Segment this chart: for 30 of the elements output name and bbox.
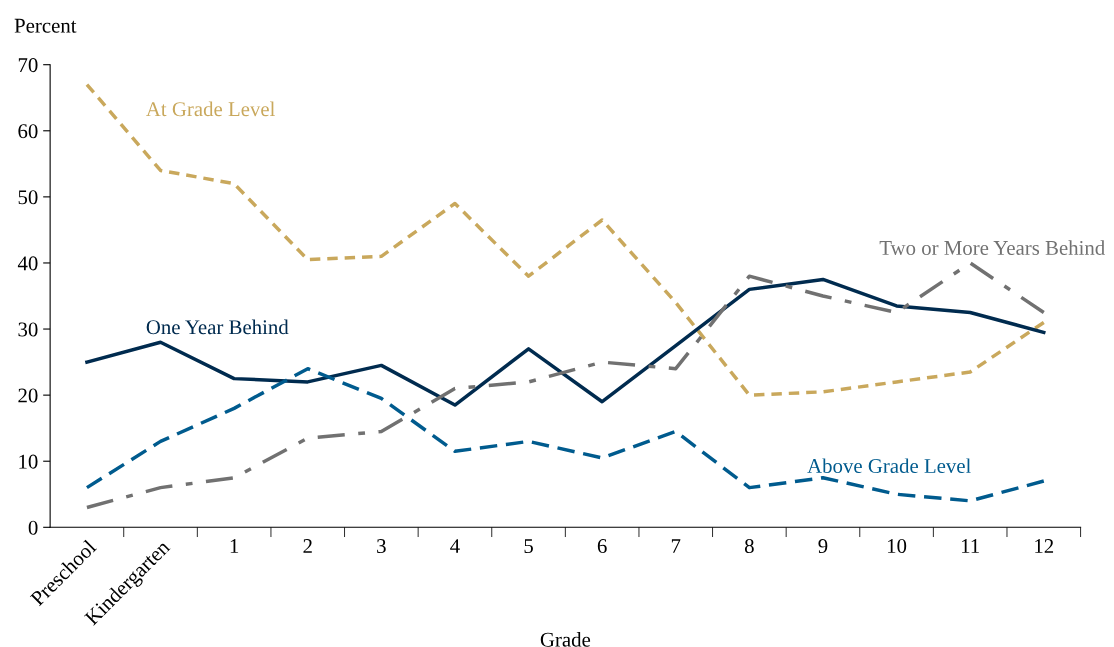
x-tick-label: 7 [671, 539, 681, 553]
y-tick-label: 10 [19, 454, 38, 469]
x-tick-label: 9 [818, 539, 828, 554]
x-tick-label: 8 [744, 539, 754, 554]
x-tick-label: 3 [377, 539, 386, 554]
line-series [85, 261, 1046, 510]
y-tick-label: 40 [17, 256, 38, 271]
x-tick-label: 5 [524, 539, 533, 554]
series-label: Above Grade Level [807, 458, 971, 474]
y-tick-label: 30 [18, 322, 38, 337]
x-axis-title: Grade [540, 632, 591, 647]
y-axis-title: Percent [14, 18, 77, 33]
x-tick-label: 12 [1035, 539, 1054, 553]
x-tick-label: 11 [961, 539, 979, 553]
series-label: One Year Behind [146, 319, 289, 335]
series-label: Two or More Years Behind [879, 240, 1105, 255]
x-tick-label: 1 [230, 539, 239, 553]
x-tick-label: 4 [450, 539, 460, 553]
x-tick-label: 10 [887, 539, 907, 554]
line-series [85, 82, 1046, 397]
line-series [85, 277, 1046, 407]
line-series [85, 366, 1046, 503]
x-tick-label: 6 [597, 539, 607, 554]
series-label: At Grade Level [146, 101, 275, 117]
y-tick-label: 20 [18, 388, 38, 403]
y-tick-label: 0 [28, 520, 38, 535]
y-tick-label: 70 [18, 58, 38, 73]
x-tick-label: 2 [303, 539, 312, 553]
y-tick-label: 60 [18, 124, 38, 139]
y-tick-label: 50 [18, 190, 38, 205]
